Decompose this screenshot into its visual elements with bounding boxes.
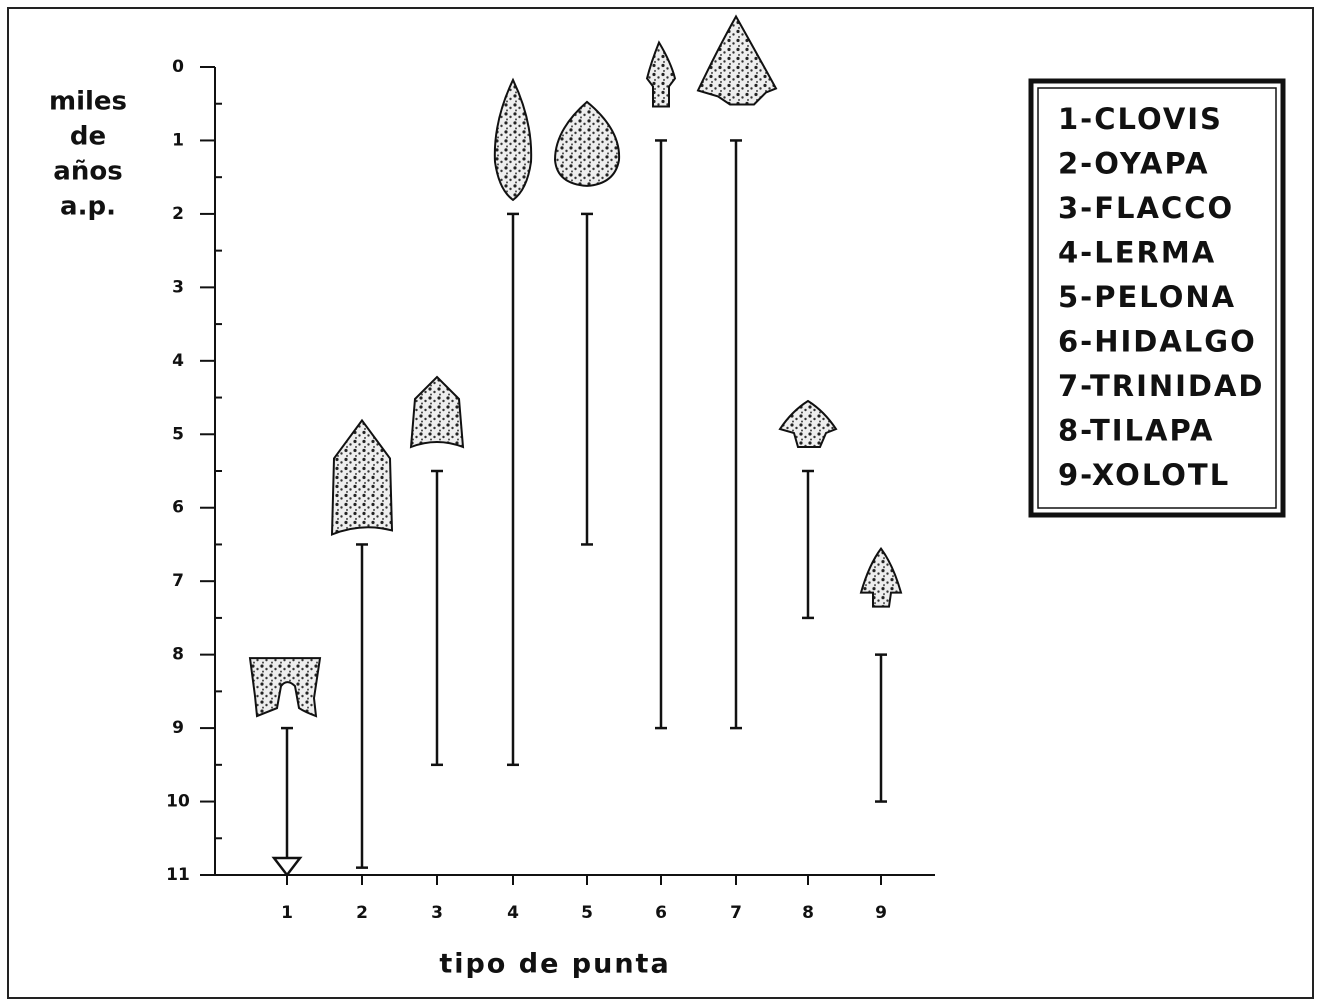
x-tick-label: 6: [655, 903, 667, 923]
legend-item: 7-TRINIDAD: [1058, 369, 1265, 403]
legend-item: 3-FLACCO: [1058, 191, 1234, 225]
point-illustration: [330, 418, 394, 536]
y-tick-label: 3: [172, 277, 184, 297]
y-axis-title-line: miles: [49, 87, 127, 117]
point-illustration: [859, 546, 903, 608]
y-tick-label: 1: [172, 130, 184, 150]
x-tick-label: 3: [431, 903, 443, 923]
point-illustration: [645, 40, 677, 108]
y-tick-label: 4: [172, 351, 184, 371]
y-tick-label: 0: [172, 57, 184, 77]
legend-item: 9-XOLOTL: [1058, 458, 1230, 492]
y-axis-title-line: años: [53, 157, 122, 187]
legend-box: [1028, 78, 1286, 518]
y-tick-label: 6: [172, 498, 184, 518]
y-tick-label: 2: [172, 204, 184, 224]
x-tick-label: 2: [356, 903, 368, 923]
x-tick-label: 9: [875, 903, 887, 923]
legend-item: 5-PELONA: [1058, 280, 1236, 314]
point-illustration: [778, 399, 838, 448]
y-tick-label: 8: [172, 645, 184, 665]
legend-item: 6-HIDALGO: [1058, 325, 1257, 359]
y-axis-title-line: a.p.: [60, 192, 116, 222]
y-tick-label: 11: [166, 865, 190, 885]
y-tick-label: 9: [172, 718, 184, 738]
y-axis-title: miles de años a.p.: [49, 87, 127, 222]
x-axis-title: tipo de punta: [439, 949, 670, 980]
y-tick-label: 7: [172, 571, 184, 591]
legend-item: 8-TILAPA: [1058, 414, 1214, 448]
y-axis-title-line: de: [70, 122, 106, 152]
point-illustration: [409, 375, 465, 449]
legend-box-inner: [1037, 87, 1277, 509]
point-illustration: [696, 14, 778, 106]
y-tick-label: 10: [166, 792, 190, 812]
frame: [7, 7, 1314, 999]
legend-item: 2-OYAPA: [1058, 147, 1210, 181]
x-tick-label: 1: [281, 903, 293, 923]
open-end-marker: [271, 856, 303, 878]
point-illustration: [493, 77, 533, 202]
legend-item: 1-CLOVIS: [1058, 102, 1223, 136]
legend-item: 4-LERMA: [1058, 236, 1216, 270]
y-tick-label: 5: [172, 424, 184, 444]
x-tick-label: 8: [802, 903, 814, 923]
x-tick-label: 5: [581, 903, 593, 923]
point-illustration: [553, 100, 621, 187]
point-illustration: [248, 657, 322, 718]
x-tick-label: 7: [730, 903, 742, 923]
x-tick-label: 4: [507, 903, 519, 923]
